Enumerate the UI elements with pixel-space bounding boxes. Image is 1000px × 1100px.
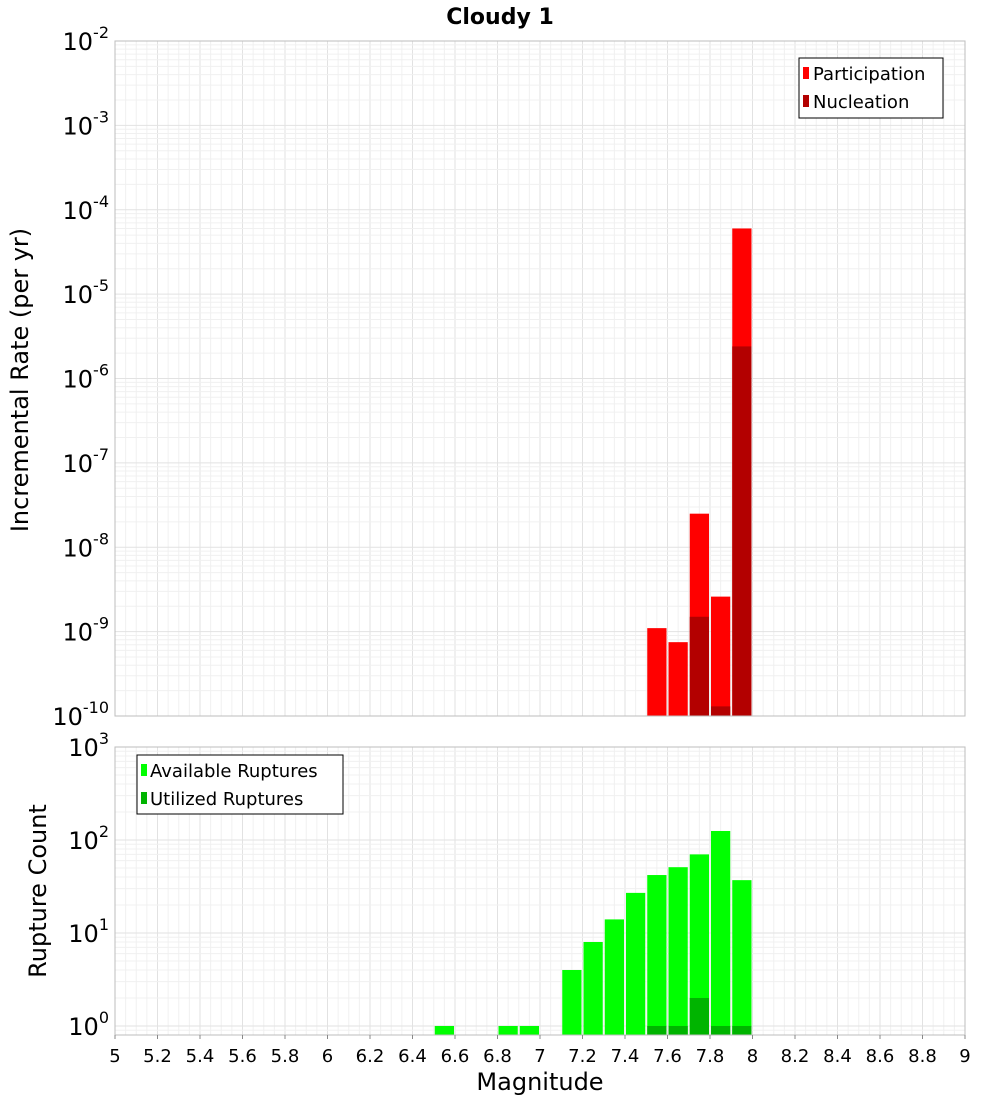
count-bar-available-ruptures [434, 1025, 454, 1035]
rate-plot-frame [114, 40, 966, 717]
legend-swatch-participation [803, 67, 809, 79]
rate-y-tick-label: 10-7 [63, 445, 110, 478]
x-tick-label: 7.2 [568, 1046, 597, 1067]
count-legend: Available Ruptures Utilized Ruptures [136, 754, 344, 815]
count-y-tick-label: 101 [68, 915, 109, 948]
x-tick-label: 5.4 [186, 1046, 215, 1067]
count-bar-available-ruptures [732, 880, 752, 1035]
x-tick-label: 8.4 [823, 1046, 852, 1067]
count-y-tick-label: 100 [68, 1008, 109, 1041]
rate-y-tick-label: 10-5 [63, 276, 110, 309]
x-tick-label: 7.8 [696, 1046, 725, 1067]
rate-bars [647, 228, 752, 716]
legend-label-utilized: Utilized Ruptures [150, 789, 303, 810]
rate-y-tick-label: 10-6 [63, 361, 110, 394]
count-bar-available-ruptures [519, 1025, 539, 1035]
x-tick-label: 6.2 [356, 1046, 385, 1067]
x-tick-label: 7.6 [653, 1046, 682, 1067]
legend-label-participation: Participation [813, 64, 925, 85]
count-bar-utilized-ruptures [711, 1025, 731, 1035]
rate-y-tick-label: 10-10 [52, 698, 109, 731]
chart-title: Cloudy 1 [446, 5, 554, 30]
x-tick-label: 5 [109, 1046, 120, 1067]
rate-grid [114, 40, 966, 717]
rate-y-tick-label: 10-4 [63, 192, 110, 225]
legend-swatch-nucleation [803, 95, 809, 107]
count-bar-available-ruptures [668, 867, 688, 1035]
count-legend-box [136, 754, 344, 815]
x-tick-label: 6.8 [483, 1046, 512, 1067]
rate-bar-nucleation [711, 706, 731, 716]
rate-y-tick-label: 10-3 [63, 107, 110, 140]
count-y-tick-label: 103 [68, 729, 109, 762]
rate-bar-participation [711, 596, 731, 716]
rate-legend: Participation Nucleation [798, 57, 944, 119]
count-bar-available-ruptures [604, 919, 624, 1035]
rate-bar-participation [668, 642, 688, 716]
rate-bar-nucleation [732, 346, 752, 716]
count-bar-utilized-ruptures [732, 1025, 752, 1035]
x-axis-label: Magnitude [476, 1068, 603, 1096]
rate-y-axis-label: Incremental Rate (per yr) [6, 228, 34, 532]
count-bar-available-ruptures [647, 875, 667, 1035]
rate-y-tick-label: 10-9 [63, 614, 110, 647]
legend-swatch-available [141, 764, 147, 776]
count-bar-available-ruptures [711, 830, 731, 1035]
rate-panel: 10-10 10-9 10-8 10-7 10-6 10-5 10-4 10-3 10-2 In… [6, 23, 966, 731]
x-tick-label: 7.4 [611, 1046, 640, 1067]
x-tick-label: 8.6 [866, 1046, 895, 1067]
count-panel: 100 101 102 103 5 5.2 5.4 5.6 5.8 6 6.2 6.4 6.6 6.8 7… [24, 729, 971, 1096]
count-bar-available-ruptures [689, 854, 709, 1035]
count-y-ticks: 100 101 102 103 [68, 729, 109, 1041]
rate-y-tick-label: 10-8 [63, 529, 110, 562]
rate-y-tick-label: 10-2 [63, 23, 110, 56]
x-tick-label: 8 [747, 1046, 758, 1067]
x-tick-label: 5.2 [143, 1046, 172, 1067]
x-tick-label: 6 [322, 1046, 333, 1067]
legend-label-available: Available Ruptures [150, 761, 318, 782]
count-bar-utilized-ruptures [689, 997, 709, 1035]
rate-bar-participation [647, 628, 667, 716]
rate-bar-nucleation [689, 616, 709, 716]
count-bars [434, 830, 752, 1035]
rate-y-ticks: 10-10 10-9 10-8 10-7 10-6 10-5 10-4 10-3 10-2 [52, 23, 109, 731]
legend-label-nucleation: Nucleation [813, 92, 909, 113]
x-tick-label: 6.4 [398, 1046, 427, 1067]
x-tick-label: 5.6 [228, 1046, 257, 1067]
count-y-tick-label: 102 [68, 822, 109, 855]
count-bar-available-ruptures [583, 942, 603, 1035]
x-tick-label: 8.8 [908, 1046, 937, 1067]
x-tick-label: 6.6 [441, 1046, 470, 1067]
x-ticks: 5 5.2 5.4 5.6 5.8 6 6.2 6.4 6.6 6.8 7 7.2 7.4 7.6 7.8 8… [109, 1035, 971, 1067]
count-bar-available-ruptures [626, 892, 646, 1035]
x-tick-label: 8.2 [781, 1046, 810, 1067]
x-tick-label: 7 [534, 1046, 545, 1067]
count-y-axis-label: Rupture Count [24, 804, 52, 978]
count-bar-utilized-ruptures [668, 1025, 688, 1035]
count-bar-utilized-ruptures [647, 1025, 667, 1035]
rate-legend-box [798, 57, 944, 119]
x-tick-label: 5.8 [271, 1046, 300, 1067]
legend-swatch-utilized [141, 792, 147, 804]
x-tick-label: 9 [959, 1046, 970, 1067]
count-bar-available-ruptures [562, 969, 582, 1035]
count-bar-available-ruptures [498, 1025, 518, 1035]
